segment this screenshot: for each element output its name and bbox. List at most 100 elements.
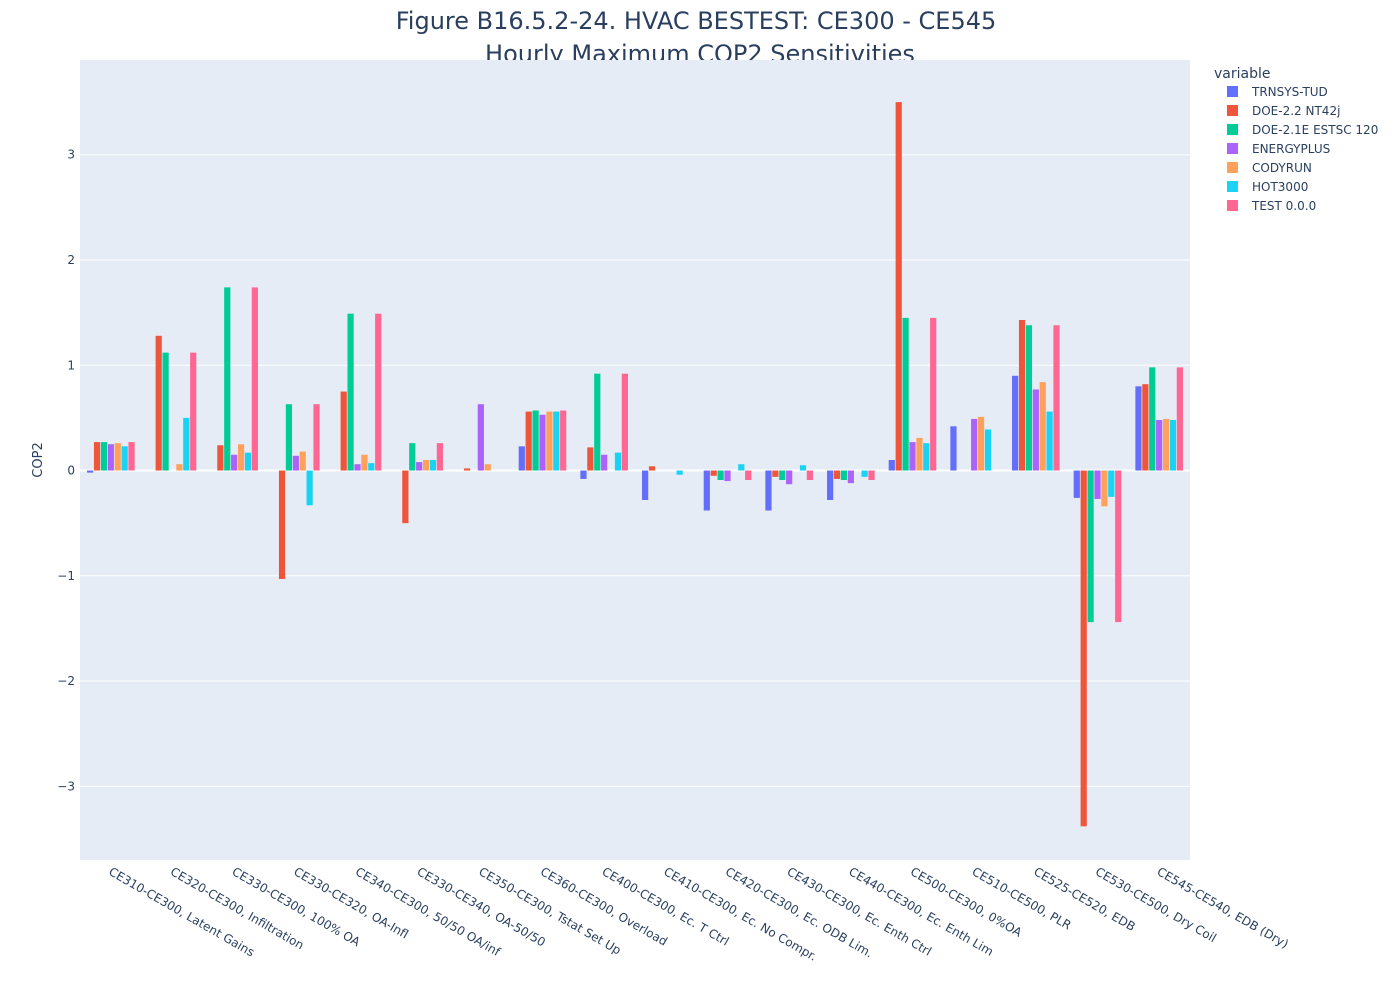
bar [231, 454, 238, 471]
bar [217, 445, 224, 471]
y-tick-label: −2 [57, 674, 75, 688]
bar [786, 470, 793, 485]
bar [868, 470, 875, 480]
bar [532, 410, 539, 471]
bar [1087, 470, 1094, 623]
bar [1046, 411, 1053, 471]
bar [278, 470, 286, 579]
gridlines [80, 154, 1190, 787]
bar [902, 317, 909, 471]
bar [244, 452, 252, 471]
legend-swatch [1227, 86, 1238, 97]
bar [1135, 386, 1142, 471]
legend-swatch [1227, 200, 1238, 211]
bar [1101, 470, 1108, 507]
legend: variable TRNSYS-TUD DOE-2.2 NT42j DOE-2.1E… [1214, 66, 1378, 213]
bar [648, 466, 656, 471]
bar [772, 470, 779, 477]
legend-swatch [1227, 124, 1238, 135]
bar [601, 454, 608, 471]
bar [539, 414, 546, 471]
y-tick-label: 2 [67, 253, 75, 267]
bar [354, 464, 361, 471]
bar [553, 411, 560, 471]
legend-swatch [1227, 105, 1238, 116]
y-axis-ticks: −3 −2 −1 0 1 2 3 [57, 148, 75, 794]
bar [292, 455, 299, 471]
bar [436, 443, 443, 471]
legend-swatch [1227, 162, 1238, 173]
bar [518, 446, 525, 471]
legend-title: variable [1214, 66, 1270, 82]
bar [190, 352, 197, 471]
bar [1169, 420, 1177, 471]
legend-entry: TEST 0.0.0 [1251, 199, 1316, 213]
bar [525, 411, 532, 471]
bar [340, 391, 347, 471]
bar [984, 429, 992, 471]
bar [724, 470, 731, 482]
bar [560, 410, 567, 471]
bar [546, 411, 553, 471]
bar [1018, 320, 1026, 471]
bar [416, 462, 423, 471]
bar [107, 444, 114, 471]
bar [594, 373, 601, 471]
bar [1039, 382, 1046, 471]
bar [162, 352, 169, 471]
bar [1012, 375, 1019, 471]
legend-entry: TRNSYS-TUD [1251, 85, 1328, 99]
bar [1142, 384, 1149, 471]
bar [299, 451, 306, 471]
bar [1162, 418, 1170, 471]
bar [224, 287, 231, 471]
bar [429, 460, 437, 471]
bar [114, 443, 121, 471]
y-axis-label: COP2 [31, 442, 46, 477]
bar [1080, 470, 1087, 827]
legend-entry: DOE-2.2 NT42j [1252, 104, 1340, 118]
bar [710, 470, 717, 476]
bar [1053, 325, 1060, 471]
bar [183, 417, 190, 471]
bar [251, 287, 258, 471]
bar [347, 313, 354, 471]
legend-entry: ENERGYPLUS [1252, 142, 1330, 156]
chart-title-line-1: Figure B16.5.2-24. HVAC BESTEST: CE300 -… [396, 7, 997, 35]
bar [100, 442, 108, 471]
bar [93, 442, 101, 471]
bar [703, 470, 710, 511]
bar [1115, 470, 1122, 623]
bar [738, 464, 745, 471]
bar [745, 470, 752, 480]
bar [1073, 470, 1080, 498]
bar [977, 416, 985, 471]
bar [930, 317, 937, 471]
y-tick-label: 3 [67, 148, 75, 162]
bar [621, 373, 628, 471]
bar [1025, 325, 1033, 471]
bar [1176, 367, 1183, 471]
bar [806, 470, 813, 480]
legend-swatch [1227, 181, 1238, 192]
bar [1108, 470, 1115, 497]
bar [676, 470, 683, 475]
bar [361, 454, 368, 471]
bar [895, 102, 902, 471]
bar [1032, 389, 1039, 471]
y-tick-label: 1 [67, 358, 75, 372]
bar [128, 442, 135, 471]
bar [1094, 470, 1101, 499]
bar [121, 446, 128, 471]
bar [827, 470, 834, 500]
legend-entry: HOT3000 [1252, 180, 1308, 194]
bar [799, 465, 807, 471]
bar [409, 443, 416, 471]
bar [861, 470, 868, 477]
bar [642, 470, 649, 500]
bar [313, 404, 320, 471]
bar [580, 470, 587, 479]
bar [950, 426, 957, 471]
bar [176, 464, 183, 471]
